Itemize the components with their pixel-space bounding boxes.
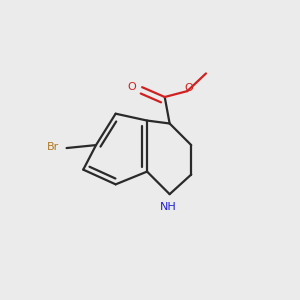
Text: O: O: [184, 82, 193, 93]
Text: NH: NH: [160, 202, 176, 212]
Text: Br: Br: [47, 142, 59, 152]
Text: O: O: [128, 82, 136, 92]
